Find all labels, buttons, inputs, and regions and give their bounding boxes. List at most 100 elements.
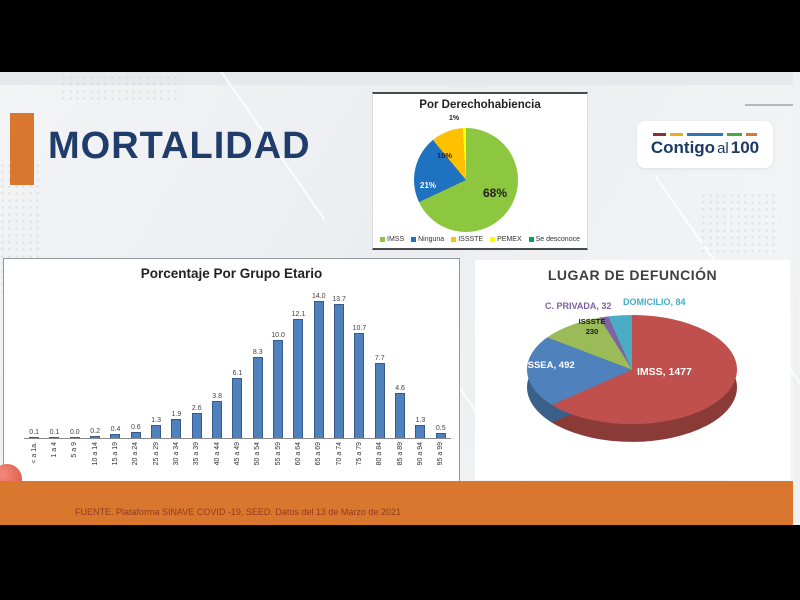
page-title: MORTALIDAD: [48, 125, 311, 167]
slice-label-issste-name: ISSSTE: [578, 317, 606, 326]
slide-top-band: [0, 72, 800, 85]
bar-category-cell: 5 a 9: [65, 439, 85, 481]
logo-dash: [746, 133, 757, 136]
bar-value-label: 14.0: [311, 292, 326, 300]
legend-label: PEMEX: [497, 236, 522, 243]
bar-value-label: 0.2: [90, 428, 101, 436]
logo-word-100: 100: [730, 138, 760, 157]
bar-category-label: 90 a 94: [416, 442, 424, 466]
bar-value-label: 0.4: [110, 426, 121, 434]
bar-category-label: 75 a 79: [355, 442, 363, 466]
bar-column: 1.3: [410, 417, 430, 438]
bar: [334, 303, 345, 438]
bar-column: 1.3: [146, 417, 166, 438]
bar-column: 4.6: [390, 385, 410, 438]
legend-item: IMSS: [380, 236, 404, 243]
slice-label-c-privada: C. PRIVADA, 32: [545, 301, 612, 311]
bar-category-label: 70 a 74: [335, 442, 343, 466]
logo-wordmark: Contigo al 100: [651, 139, 759, 156]
decorative-line: [745, 104, 793, 106]
bar: [171, 419, 182, 438]
derechohabiencia-panel: Por Derechohabiencia 1% 10% 21% 68% IMSS…: [372, 92, 588, 250]
logo-dashes: [653, 133, 757, 136]
bar-category-cell: 85 a 89: [390, 439, 410, 481]
legend-item: Ninguna: [411, 236, 444, 243]
pie-label-pemex: 1%: [449, 115, 460, 122]
bar-category-label: 80 a 84: [376, 442, 384, 466]
bar-category-cell: 20 a 24: [126, 439, 146, 481]
bar-category-label: 40 a 44: [213, 442, 221, 466]
bar: [252, 356, 263, 438]
bar-value-label: 1.3: [151, 417, 161, 425]
dot-pattern: [60, 74, 180, 104]
cats-row: < a 1a. 1 a 4 5 a 9 10 a 14 15 a 19 20 a 24 25…: [24, 439, 451, 481]
bar-category-label: 60 a 64: [294, 442, 302, 466]
bar-value-label: 0.1: [29, 429, 40, 436]
slice-label-issste: ISSSTE 230: [567, 317, 617, 337]
bar-category-label: 20 a 24: [132, 442, 140, 466]
title-accent-bar: [10, 113, 34, 185]
bar-category-label: 50 a 54: [254, 442, 262, 466]
bar: [313, 300, 324, 438]
bar-column: 1.9: [166, 411, 186, 438]
legend-swatch: [528, 237, 534, 242]
derechohabiencia-pie: [414, 128, 518, 232]
bar-value-label: 0.0: [69, 429, 80, 436]
pie-label-imss: 68%: [483, 186, 508, 200]
bar-column: 7.7: [370, 355, 390, 438]
slice-label-imss: IMSS, 1477: [637, 366, 692, 378]
lugar-defuncion-panel: LUGAR DE DEFUNCIÓN C. PRIVADA, 32 DOMICI…: [475, 260, 790, 480]
bar-value-label: 8.3: [252, 348, 263, 356]
logo-dash: [670, 133, 683, 136]
bar-column: 0.1: [24, 429, 44, 438]
bar-column: 0.5: [431, 425, 451, 438]
bar-value-label: 13.7: [332, 295, 346, 303]
bar-column: 6.1: [227, 370, 247, 438]
bar-value-label: 4.6: [395, 384, 405, 392]
bar-category-cell: 10 a 14: [85, 439, 105, 481]
pie-label-issste: 10%: [437, 151, 453, 160]
bar-category-cell: 35 a 39: [187, 439, 207, 481]
legend-label: Ninguna: [418, 236, 445, 243]
legend-swatch: [411, 237, 417, 242]
bar-value-label: 12.1: [291, 311, 306, 319]
source-note: FUENTE. Plataforma SINAVE COVID -19, SEE…: [75, 507, 401, 517]
legend-swatch: [380, 237, 385, 242]
bar-category-label: 15 a 19: [111, 442, 119, 466]
bar: [395, 392, 406, 438]
logo-word-contigo: Contigo: [650, 138, 716, 157]
logo-dash: [687, 133, 723, 136]
bar-category-cell: < a 1a.: [24, 439, 44, 481]
bar-category-cell: 55 a 59: [268, 439, 288, 481]
slide-right-strip: [793, 72, 800, 525]
bars-row: 0.1 0.1 0.0 0.2 0.4 0.6 1.3 1.9 2.6 3.8 6.1 8.3 10.0…: [24, 287, 451, 439]
derechohabiencia-legend: IMSS Ninguna ISSSTE PEMEX Se desconoce: [373, 236, 587, 243]
bar: [354, 333, 365, 438]
bar: [90, 436, 101, 438]
bar: [130, 432, 141, 438]
legend-swatch: [490, 237, 496, 242]
legend-label: ISSSTE: [458, 236, 484, 243]
bar-category-cell: 45 a 49: [227, 439, 247, 481]
bar-value-label: 0.5: [435, 425, 446, 433]
bar-category-cell: 1 a 4: [44, 439, 64, 481]
grupo-etario-plot: 0.1 0.1 0.0 0.2 0.4 0.6 1.3 1.9 2.6 3.8 6.1 8.3 10.0…: [24, 287, 451, 477]
lugar-defuncion-title: LUGAR DE DEFUNCIÓN: [547, 267, 718, 283]
legend-item: Se desconoce: [528, 236, 580, 243]
bar-category-cell: 50 a 54: [248, 439, 268, 481]
bar-category-cell: 90 a 94: [410, 439, 430, 481]
bar-category-label: 1 a 4: [50, 442, 58, 458]
bar: [49, 437, 60, 438]
bar-category-label: 45 a 49: [233, 442, 241, 466]
legend-item: ISSSTE: [451, 236, 483, 243]
bar-category-cell: 75 a 79: [349, 439, 369, 481]
bar-category-label: 5 a 9: [71, 442, 79, 458]
bar-category-cell: 30 a 34: [166, 439, 186, 481]
bar-category-cell: 15 a 19: [105, 439, 125, 481]
slice-label-domicilio: DOMICILIO, 84: [623, 297, 686, 307]
bar: [191, 412, 202, 438]
bar-column: 3.8: [207, 393, 227, 438]
bar-column: 0.2: [85, 428, 105, 438]
bar: [435, 433, 446, 438]
